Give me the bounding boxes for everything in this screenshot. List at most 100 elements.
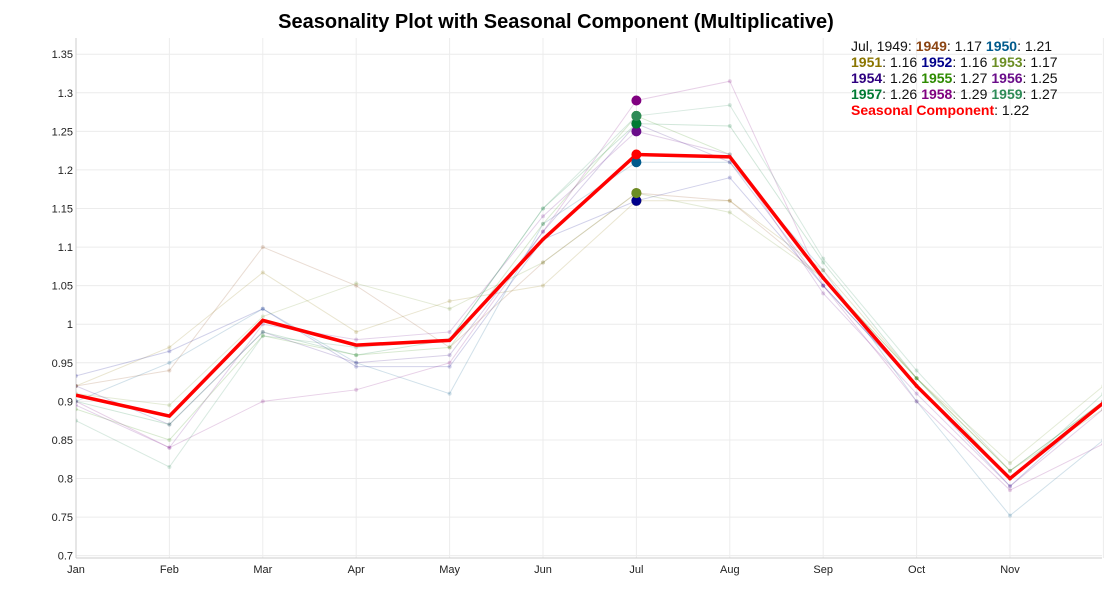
point [1008,468,1012,473]
point [727,198,732,203]
point [354,364,359,369]
point [354,360,359,365]
point [1101,407,1102,411]
point [1008,468,1012,473]
point [260,329,265,334]
y-tick-label: 0.8 [58,474,73,486]
legend-value: 1.26 [889,86,918,102]
point [354,353,359,358]
y-tick-label: 1.2 [58,165,73,177]
legend-name: 1954 [851,70,890,86]
x-tick-label: Nov [1000,564,1020,576]
legend-entry: 19501.21 [986,38,1052,54]
point [914,368,919,373]
point [260,306,265,311]
point [1008,484,1012,489]
legend-value: 1.17 [1030,54,1058,70]
point [76,399,78,404]
hover-point [631,95,642,106]
point [354,353,359,358]
point [260,306,265,311]
series-line [76,104,1102,472]
point [541,229,545,234]
point [1101,438,1102,442]
point [1008,484,1012,489]
point [447,299,452,304]
legend-value: 1.16 [960,54,988,70]
point [447,391,452,396]
x-tick-label: Apr [348,564,365,576]
point [354,360,359,365]
point [260,399,265,404]
series-line [76,123,1102,480]
point [914,376,919,381]
point [727,198,732,203]
series-line [76,123,1102,480]
series-line [76,200,1102,472]
point [447,345,452,350]
point [1008,468,1012,473]
legend-entry: 19551.27 [921,70,987,86]
point [447,360,452,365]
y-tick-label: 1.35 [52,49,73,61]
legend-entry: 19511.16 [851,54,917,70]
legend-entry: 19491.17 [916,38,982,54]
y-tick-label: 0.75 [52,512,73,524]
point [727,210,732,215]
point [727,160,732,165]
y-tick-label: 1.15 [52,204,73,216]
point [260,333,265,338]
point [821,283,826,288]
point [914,376,919,381]
hover-legend: Jul, 1949:19491.1719501.2119511.1619521.… [851,38,1062,118]
point [167,437,172,442]
hover-point [631,188,642,199]
hover-point [631,149,642,160]
point [821,283,826,288]
point [914,376,919,381]
legend-entry: 19561.25 [991,70,1057,86]
legend-name: 1956 [991,70,1030,86]
point [821,268,826,273]
point [76,383,78,388]
y-tick-label: 1 [67,319,73,331]
point [1101,392,1102,396]
legend-value: 1.27 [960,70,988,86]
legend-name: 1955 [921,70,960,86]
legend-name: 1958 [921,86,960,102]
legend-entry: 19521.16 [921,54,987,70]
point [76,383,78,388]
legend-value: 1.27 [1030,86,1058,102]
legend-name: 1953 [991,54,1030,70]
point [354,283,359,288]
point [447,364,452,369]
point [914,376,919,381]
hover-point [631,118,642,129]
y-tick-label: 1.05 [52,281,73,293]
point [914,391,919,396]
point [167,349,172,354]
legend-entry: 19591.27 [991,86,1057,102]
hover-point [631,110,642,121]
legend-value: 1.22 [1001,102,1030,118]
point [76,399,78,404]
legend-row: 19511.1619521.1619531.17 [851,54,1062,70]
chart-title: Seasonality Plot with Seasonal Component… [278,11,834,33]
hover-point [631,126,642,137]
point [447,306,452,311]
legend-value: 1.21 [1024,38,1053,54]
point [76,403,78,408]
point [167,422,172,427]
legend-value: 1.29 [960,86,988,102]
x-tick-label: Feb [160,564,179,576]
point [1008,461,1012,466]
legend-row: 19541.2619551.2719561.25 [851,70,1062,86]
point [727,160,732,165]
point [260,329,265,334]
legend-name: 1957 [851,86,890,102]
legend-value: 1.16 [889,54,918,70]
point [821,256,826,261]
point [541,283,545,288]
point [447,345,452,350]
point [821,260,826,265]
